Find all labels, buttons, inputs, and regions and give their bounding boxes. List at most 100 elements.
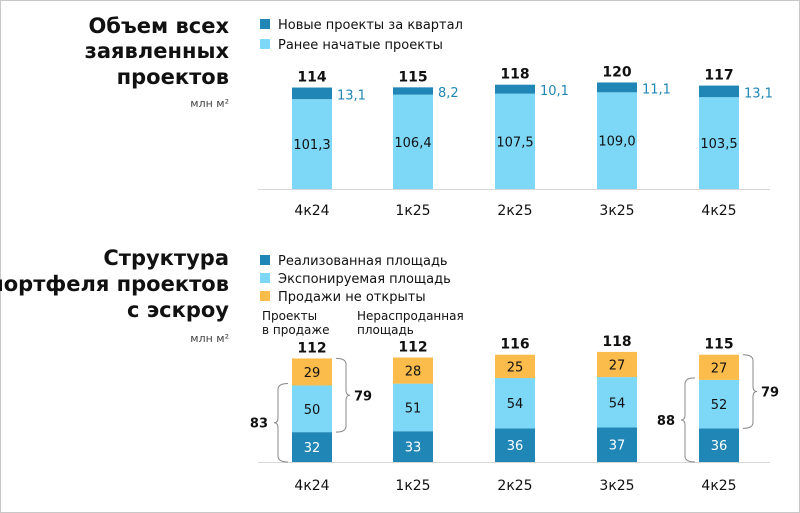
chart2-title-line3: с эскроу xyxy=(127,298,229,322)
chart2-plot: 32 50 29 112 4к24 33 51 28 112 1к25 36 54 25 116 2к25 3… xyxy=(250,334,779,494)
chart1-label-new: 10,1 xyxy=(540,84,569,99)
chart2-bar-closed xyxy=(699,354,739,380)
bracket-right xyxy=(742,354,758,429)
chart2-label-sold: 37 xyxy=(609,439,626,454)
chart1-bar-earlier xyxy=(292,99,332,189)
chart1-title-line3: проектов xyxy=(117,65,229,89)
chart1-bar-new xyxy=(393,87,433,95)
chart2-bar-exposed xyxy=(699,379,739,429)
chart1-label-new: 13,1 xyxy=(744,86,773,101)
chart2-bar-exposed xyxy=(597,377,637,428)
chart2-label-closed: 29 xyxy=(304,366,321,381)
legend1-swatch-earlier xyxy=(260,39,270,49)
annotation-projects-on-sale-line2: в продаже xyxy=(262,323,330,337)
chart1-bar-new xyxy=(495,84,535,94)
chart2-total-label: 118 xyxy=(602,334,631,350)
chart1-label-earlier: 101,3 xyxy=(293,138,330,153)
chart1-total-label: 115 xyxy=(398,69,427,85)
chart1-bar-earlier xyxy=(495,93,535,189)
bracket-left-label: 83 xyxy=(250,417,268,432)
chart1-bar-earlier xyxy=(699,97,739,189)
chart2-category-label: 4к24 xyxy=(294,478,329,494)
chart2-bar-sold xyxy=(699,428,739,462)
chart1-category-label: 4к24 xyxy=(294,203,329,219)
chart1-bar-earlier xyxy=(597,92,637,189)
chart1-category-label: 1к25 xyxy=(395,203,430,219)
chart2-label-sold: 33 xyxy=(405,441,422,456)
chart2-label-closed: 27 xyxy=(711,361,728,376)
chart2-bar-closed xyxy=(292,358,332,386)
chart2-bar-exposed xyxy=(292,385,332,433)
chart1-unit: млн м² xyxy=(190,97,229,110)
bracket-left xyxy=(273,382,289,463)
chart1-category-label: 4к25 xyxy=(701,203,736,219)
chart1-category-label: 3к25 xyxy=(599,203,634,219)
chart1-plot: 101,3 13,1 114 4к24 106,4 8,2 115 1к25 107,5 10,1… xyxy=(258,64,773,219)
chart2-label-exposed: 54 xyxy=(609,396,626,411)
chart2-bar-closed xyxy=(393,357,433,384)
chart1-category-label: 2к25 xyxy=(497,203,532,219)
chart2-bar-sold xyxy=(292,432,332,462)
chart2-label-closed: 27 xyxy=(609,359,626,374)
chart2-title-line2: портфеля проектов xyxy=(0,272,229,296)
chart2-category-label: 4к25 xyxy=(701,478,736,494)
bracket-right-label: 79 xyxy=(354,389,372,404)
chart1-label-new: 13,1 xyxy=(337,88,366,103)
chart1-label-new: 8,2 xyxy=(438,86,459,101)
annotation-unsold-area: Нераспроданная xyxy=(357,309,464,323)
chart1-total-label: 114 xyxy=(297,70,326,86)
chart2-bar-exposed xyxy=(495,378,535,429)
chart2-bar-sold xyxy=(393,431,433,462)
chart1-total-label: 117 xyxy=(704,68,733,84)
chart1-title-line1: Объем всех xyxy=(88,14,229,38)
chart2-label-closed: 25 xyxy=(507,360,524,375)
chart2-category-label: 3к25 xyxy=(599,478,634,494)
legend2-label-closed: Продажи не открыты xyxy=(278,290,426,305)
chart2-total-label: 116 xyxy=(500,337,529,353)
chart2-label-exposed: 51 xyxy=(405,401,422,416)
chart1-title-line2: заявленных xyxy=(85,39,230,63)
legend1-label-new: Новые проекты за квартал xyxy=(278,18,463,33)
chart1-total-label: 120 xyxy=(602,64,631,80)
chart1-label-earlier: 107,5 xyxy=(496,135,533,150)
legend2-label-sold: Реализованная площадь xyxy=(278,254,448,269)
legend2-swatch-exposed xyxy=(260,273,270,283)
chart2-label-sold: 32 xyxy=(304,441,321,456)
bracket-left xyxy=(680,377,696,463)
chart1-bar-new xyxy=(292,87,332,100)
chart2-bar-closed xyxy=(597,351,637,378)
legend1-label-earlier: Ранее начатые проекты xyxy=(278,38,443,53)
bracket-right xyxy=(335,357,351,433)
chart2-label-exposed: 54 xyxy=(507,397,524,412)
chart1-total-label: 118 xyxy=(500,67,529,83)
bracket-right-label: 79 xyxy=(761,386,779,401)
chart1-bar-earlier xyxy=(393,94,433,189)
chart2-bar-closed xyxy=(495,354,535,379)
chart2-total-label: 112 xyxy=(398,340,427,356)
chart2-label-exposed: 52 xyxy=(711,398,728,413)
chart2-label-sold: 36 xyxy=(507,439,524,454)
annotation-projects-on-sale: Проекты xyxy=(262,309,317,323)
chart1-label-earlier: 103,5 xyxy=(700,137,737,152)
legend2-swatch-sold xyxy=(260,255,270,265)
chart2-label-sold: 36 xyxy=(711,439,728,454)
legend1-swatch-new xyxy=(260,19,270,29)
chart2-total-label: 115 xyxy=(704,337,733,353)
chart2-total-label: 112 xyxy=(297,340,326,356)
chart1-label-earlier: 109,0 xyxy=(598,135,635,150)
chart1-label-earlier: 106,4 xyxy=(394,136,431,151)
chart2-bar-sold xyxy=(495,428,535,462)
chart1-bar-new xyxy=(699,85,739,98)
chart2-bar-sold xyxy=(597,427,637,462)
chart2-label-closed: 28 xyxy=(405,365,422,380)
chart2-label-exposed: 50 xyxy=(304,403,321,418)
chart2-unit: млн м² xyxy=(190,332,229,345)
chart1-label-new: 11,1 xyxy=(642,82,671,97)
legend2-label-exposed: Экспонируемая площадь xyxy=(278,272,451,287)
chart1-bar-new xyxy=(597,82,637,93)
chart2-category-label: 2к25 xyxy=(497,478,532,494)
annotation-unsold-area-line2: площадь xyxy=(357,323,414,337)
bracket-left-label: 88 xyxy=(657,414,675,429)
legend2-swatch-closed xyxy=(260,291,270,301)
